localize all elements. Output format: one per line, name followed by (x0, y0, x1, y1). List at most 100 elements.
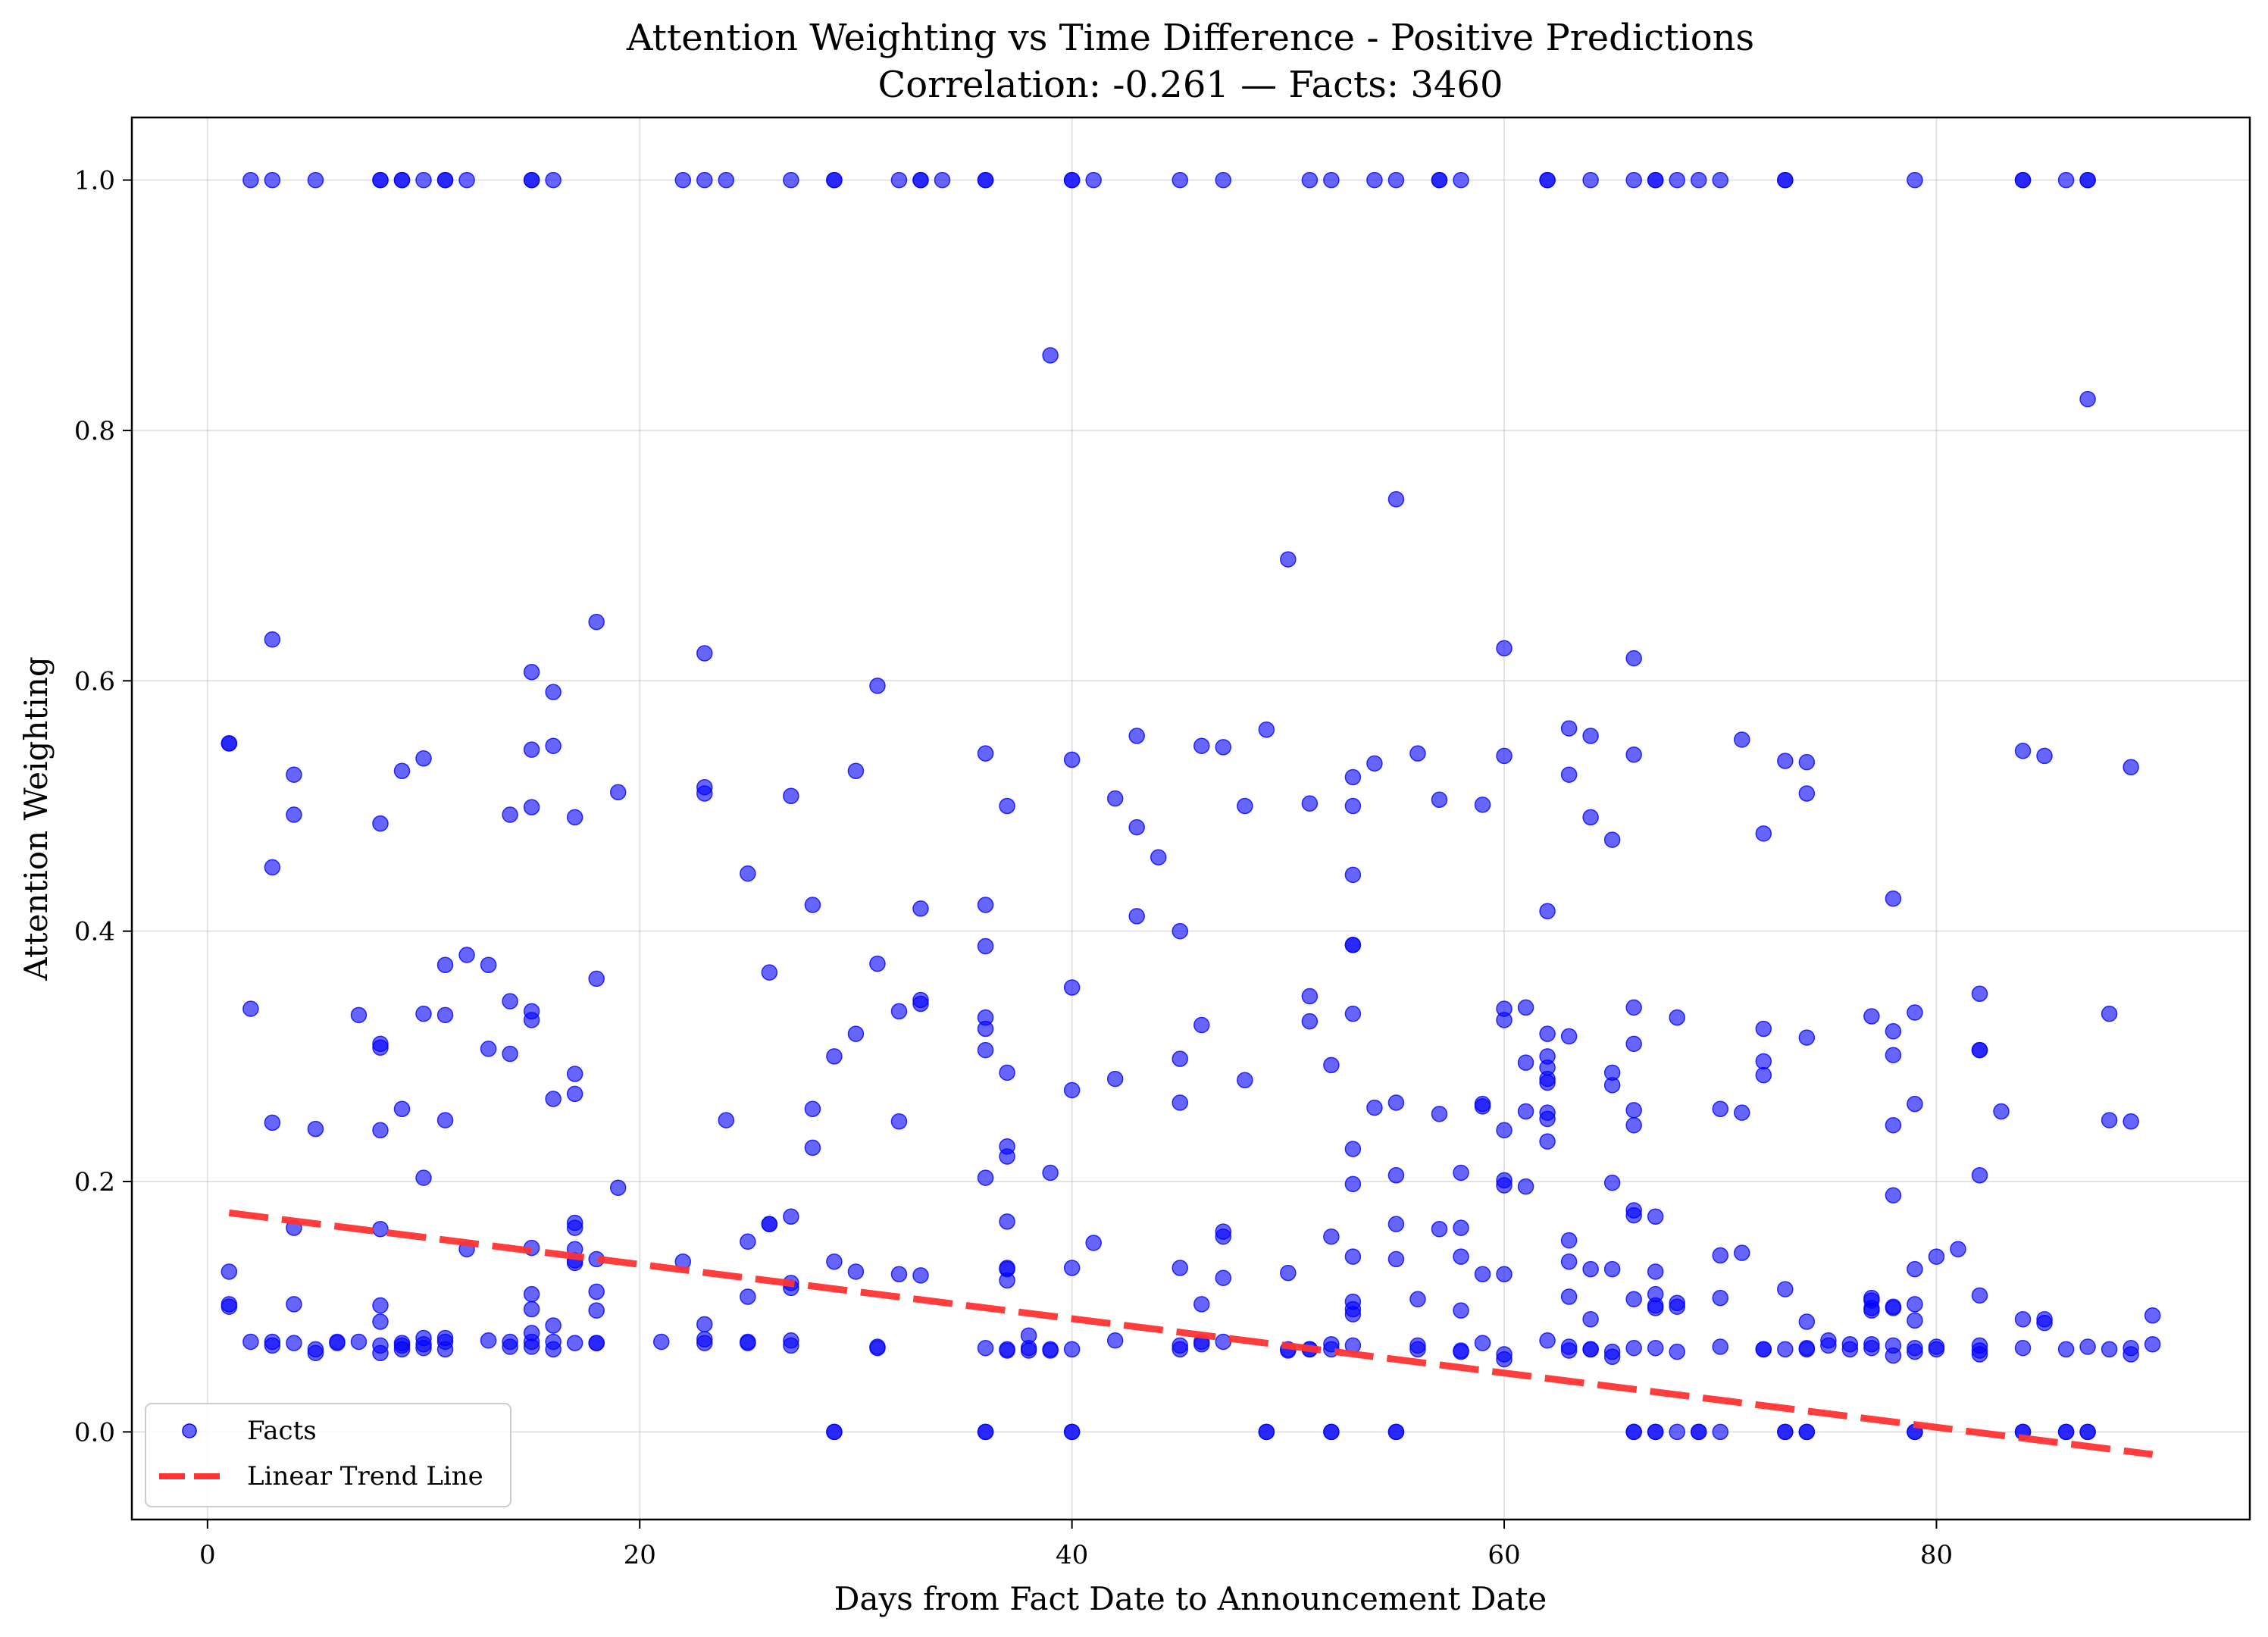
data-point (977, 897, 994, 913)
data-point (1344, 1005, 1362, 1022)
data-point (1647, 1208, 1664, 1225)
data-point (1020, 1342, 1037, 1359)
data-point (1885, 1347, 1902, 1364)
data-point (1734, 1244, 1750, 1261)
data-point (1907, 171, 1923, 189)
data-point (999, 1064, 1015, 1081)
data-point (977, 1169, 994, 1186)
data-point (1474, 797, 1491, 813)
data-point (1128, 908, 1145, 925)
data-point (1280, 1264, 1297, 1282)
data-point (523, 171, 540, 189)
data-point (588, 1335, 605, 1351)
data-point (1323, 1056, 1340, 1074)
data-point (696, 171, 713, 189)
data-point (1777, 171, 1794, 189)
data-point (1907, 1260, 1923, 1278)
data-point (1560, 1028, 1578, 1045)
data-point (1496, 1122, 1513, 1139)
data-point (826, 1253, 843, 1270)
data-point (1777, 1341, 1794, 1358)
data-point (1647, 1263, 1664, 1280)
data-point (783, 787, 799, 805)
data-point (1539, 1332, 1556, 1349)
data-point (1193, 1296, 1210, 1313)
data-point (1431, 171, 1448, 189)
data-point (1150, 849, 1167, 865)
data-point (242, 171, 259, 189)
data-point (566, 1335, 583, 1351)
data-point (1993, 1103, 2010, 1120)
data-point (1128, 818, 1145, 836)
data-point (480, 956, 497, 974)
data-point (1193, 1016, 1210, 1034)
data-point (1625, 747, 1642, 763)
data-point (1863, 1302, 1880, 1319)
data-point (1971, 1041, 1988, 1059)
data-point (1603, 1260, 1621, 1278)
data-point (890, 1266, 908, 1282)
data-point (783, 1208, 799, 1225)
y-tick-label: 0.4 (74, 917, 115, 947)
data-point (502, 1338, 518, 1355)
data-point (1798, 1029, 1816, 1046)
y-tick-label: 0.0 (74, 1417, 115, 1448)
data-point (1798, 1313, 1816, 1330)
trend-line-group (228, 1209, 2154, 1458)
data-point (221, 735, 238, 752)
data-point (1603, 1077, 1621, 1094)
data-point (1647, 171, 1664, 189)
x-tick-label: 20 (624, 1540, 656, 1570)
data-point (1323, 1228, 1340, 1245)
data-point (415, 750, 432, 767)
data-point (1063, 1423, 1081, 1441)
data-point (977, 745, 994, 762)
data-point (696, 1316, 713, 1333)
y-tick-label: 0.2 (74, 1167, 115, 1197)
data-point (1106, 1070, 1124, 1088)
data-point (1885, 1300, 1902, 1316)
data-point (1712, 1289, 1728, 1307)
data-point (1301, 795, 1319, 812)
data-point (588, 1283, 605, 1301)
data-point (393, 1341, 411, 1358)
data-point (221, 1298, 238, 1315)
data-point (264, 171, 281, 189)
data-point (2123, 1113, 2139, 1130)
data-point (372, 1344, 389, 1362)
data-point (761, 1216, 778, 1232)
data-point (242, 1000, 259, 1017)
data-point (566, 809, 583, 826)
data-points (221, 171, 2161, 1441)
data-point (1582, 728, 1599, 744)
data-point (2101, 1112, 2118, 1128)
data-point (372, 1313, 389, 1330)
data-point (458, 947, 475, 963)
data-point (1453, 1302, 1469, 1319)
data-point (1344, 1248, 1362, 1265)
data-point (1885, 1187, 1902, 1203)
data-point (436, 1112, 454, 1128)
data-point (804, 897, 821, 913)
data-point (1582, 1341, 1599, 1358)
data-point (329, 1335, 346, 1351)
data-point (1755, 1341, 1772, 1358)
data-point (372, 815, 389, 832)
data-point (1971, 985, 1988, 1002)
data-point (307, 1344, 324, 1362)
data-point (1193, 737, 1210, 754)
x-tick-label: 40 (1056, 1540, 1088, 1570)
data-point (545, 171, 562, 189)
data-point (1539, 1133, 1556, 1150)
data-point (372, 1122, 389, 1139)
data-point (1647, 1423, 1664, 1441)
data-point (264, 1337, 281, 1354)
data-point (1280, 551, 1297, 568)
data-point (1344, 768, 1362, 786)
data-point (977, 1339, 994, 1357)
data-point (1474, 1098, 1491, 1115)
data-point (740, 1288, 756, 1305)
data-point (545, 1317, 562, 1334)
